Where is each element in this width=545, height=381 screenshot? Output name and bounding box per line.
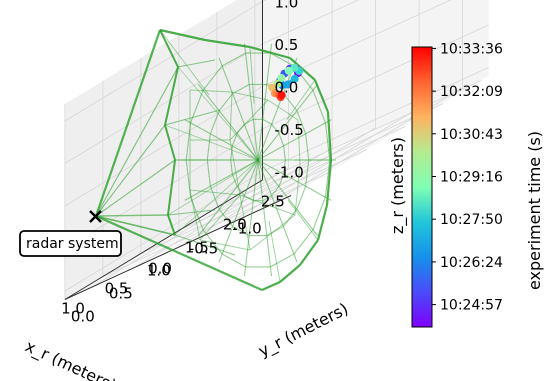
colorbar-tick-label: 10:26:24 bbox=[440, 255, 503, 271]
y-tick-label: 2.0 bbox=[223, 216, 247, 234]
z-tick-label: 1.0 bbox=[275, 0, 299, 11]
mesh-edge bbox=[262, 282, 280, 290]
y-tick-label: 1.5 bbox=[185, 239, 209, 257]
radar-callout: radar system bbox=[20, 231, 121, 256]
z-axis-label: z_r (meters) bbox=[388, 137, 408, 234]
colorbar-label: experiment time (s) bbox=[525, 131, 544, 290]
radar-callout-label: radar system bbox=[26, 236, 119, 252]
mesh-edge bbox=[270, 254, 293, 267]
colorbar bbox=[412, 47, 432, 327]
colorbar-tick-label: 10:24:57 bbox=[440, 298, 503, 314]
y-tick-label: 0.5 bbox=[109, 285, 133, 303]
mesh-edge bbox=[222, 254, 245, 267]
z-tick-label: 0.0 bbox=[275, 78, 299, 96]
mesh-edge bbox=[300, 240, 318, 265]
z-tick-label: 0.5 bbox=[275, 36, 299, 54]
mesh-edge bbox=[280, 265, 300, 282]
mesh-edge bbox=[288, 200, 318, 240]
z-tick-label: -1.0 bbox=[275, 163, 304, 181]
y-tick-label: 2.5 bbox=[261, 193, 285, 211]
mesh-edge bbox=[318, 205, 327, 240]
mesh-edge bbox=[96, 215, 168, 216]
y-tick-label: 0.0 bbox=[71, 308, 95, 326]
z-tick-label: -0.5 bbox=[275, 121, 304, 139]
mesh-edge bbox=[313, 197, 325, 230]
y-tick-label: 1.0 bbox=[147, 262, 171, 280]
colorbar-tick-label: 10:27:50 bbox=[440, 212, 503, 228]
colorbar-tick-label: 10:32:09 bbox=[440, 84, 503, 100]
trajectory-point bbox=[285, 67, 293, 75]
colorbar-tick-label: 10:29:16 bbox=[440, 170, 503, 186]
y-axis-label: y_r (meters) bbox=[255, 299, 351, 361]
colorbar-tick-label: 10:30:43 bbox=[440, 127, 503, 143]
x-axis-label: x_r (meters) bbox=[22, 336, 119, 381]
colorbar-tick-label: 10:33:36 bbox=[440, 41, 503, 57]
